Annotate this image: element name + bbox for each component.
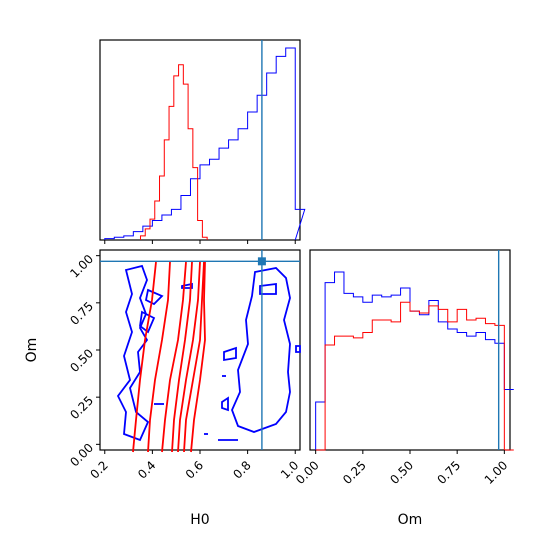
om-tick-label-x: 0.00 — [293, 458, 322, 487]
om-tick-label-y: 0.50 — [67, 346, 96, 375]
h0-om-contour-panel: 0.2 0.4 0.6 0.8 1.00.000.250.500.751.00 — [67, 249, 301, 482]
h0-tick-label: 0.2 — [87, 458, 110, 481]
truth-marker — [257, 257, 266, 266]
om-tick-label-y: 0.00 — [67, 441, 96, 470]
om-histogram-panel: 0.00 0.25 0.50 0.75 1.00 — [293, 249, 514, 487]
red-contours — [132, 261, 206, 453]
blue-contours — [116, 264, 301, 442]
om-tick-label-x: 0.25 — [340, 458, 369, 487]
om-tick-label-x: 1.00 — [482, 458, 511, 487]
om-tick-label-y: 0.75 — [67, 299, 96, 328]
om-axis-label-y: Om — [24, 338, 40, 363]
h0-hist-blue-series — [104, 47, 306, 241]
h0-tick-label: 0.8 — [230, 458, 253, 481]
om-hist-red-series — [315, 301, 514, 451]
om-tick-label-x: 0.75 — [434, 458, 463, 487]
h0-axis-label: H0 — [190, 512, 209, 528]
h0-histogram-frame — [99, 39, 301, 241]
om-hist-blue-series — [315, 271, 514, 450]
contour-panel-frame — [99, 249, 301, 451]
om-tick-label-y: 1.00 — [67, 252, 96, 281]
om-tick-label-y: 0.25 — [67, 393, 96, 422]
om-axis-label-x: Om — [398, 512, 423, 528]
h0-hist-red-series — [139, 64, 208, 240]
om-histogram-frame — [309, 249, 511, 451]
h0-tick-label: 0.6 — [183, 458, 206, 481]
h0-tick-label: 0.4 — [135, 458, 158, 481]
h0-histogram-panel — [99, 39, 306, 244]
om-tick-label-x: 0.50 — [387, 458, 416, 487]
